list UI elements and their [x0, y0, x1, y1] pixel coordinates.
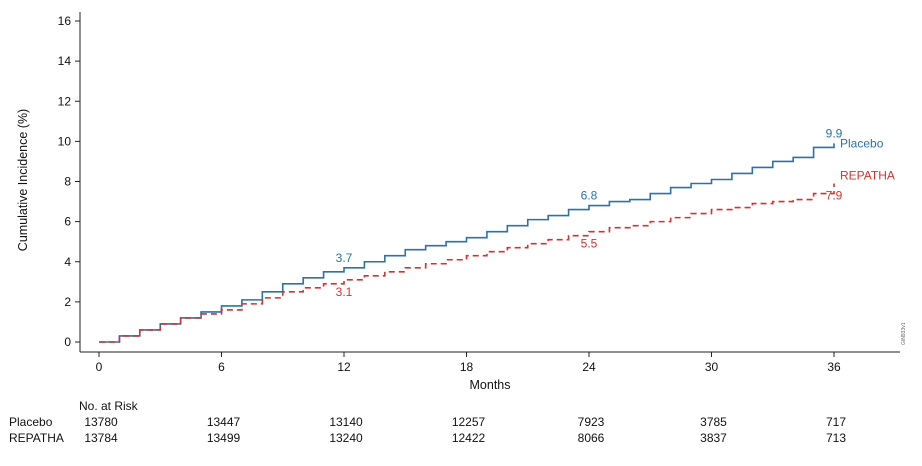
y-tick-label: 2	[64, 295, 71, 309]
x-tick-label: 36	[827, 360, 841, 374]
legend-label: Placebo	[840, 136, 884, 150]
series-line-placebo	[99, 143, 835, 343]
x-tick-label: 24	[582, 360, 596, 374]
data-label: 6.8	[581, 189, 598, 203]
watermark-code: GIN933v1	[901, 322, 907, 345]
series-layer	[99, 143, 835, 343]
y-tick-label: 6	[64, 215, 71, 229]
data-label: 3.7	[336, 251, 353, 265]
y-tick-label: 14	[58, 54, 72, 68]
y-tick-label: 4	[64, 255, 71, 269]
y-tick-label: 8	[64, 175, 71, 189]
legend-label: REPATHA	[840, 168, 895, 182]
x-axis-title: Months	[470, 378, 511, 392]
x-tick-label: 18	[460, 360, 474, 374]
x-tick-label: 6	[218, 360, 225, 374]
data-label: 3.1	[336, 285, 353, 299]
y-tick-label: 12	[58, 94, 72, 108]
series-line-repatha	[99, 183, 835, 343]
x-tick-label: 30	[705, 360, 719, 374]
x-tick-label: 0	[96, 360, 103, 374]
y-tick-label: 10	[58, 134, 72, 148]
x-tick-label: 12	[337, 360, 351, 374]
data-label: 9.9	[826, 126, 843, 140]
labels-layer: 3.7 6.8 9.9 3.1 5.5 7.9 Placebo REPATHA	[336, 126, 895, 298]
data-label: 5.5	[581, 237, 598, 251]
data-label: 7.9	[826, 189, 843, 203]
y-tick-label: 0	[64, 335, 71, 349]
y-axis-title: Cumulative Incidence (%)	[16, 109, 30, 251]
y-tick-label: 16	[58, 14, 72, 28]
